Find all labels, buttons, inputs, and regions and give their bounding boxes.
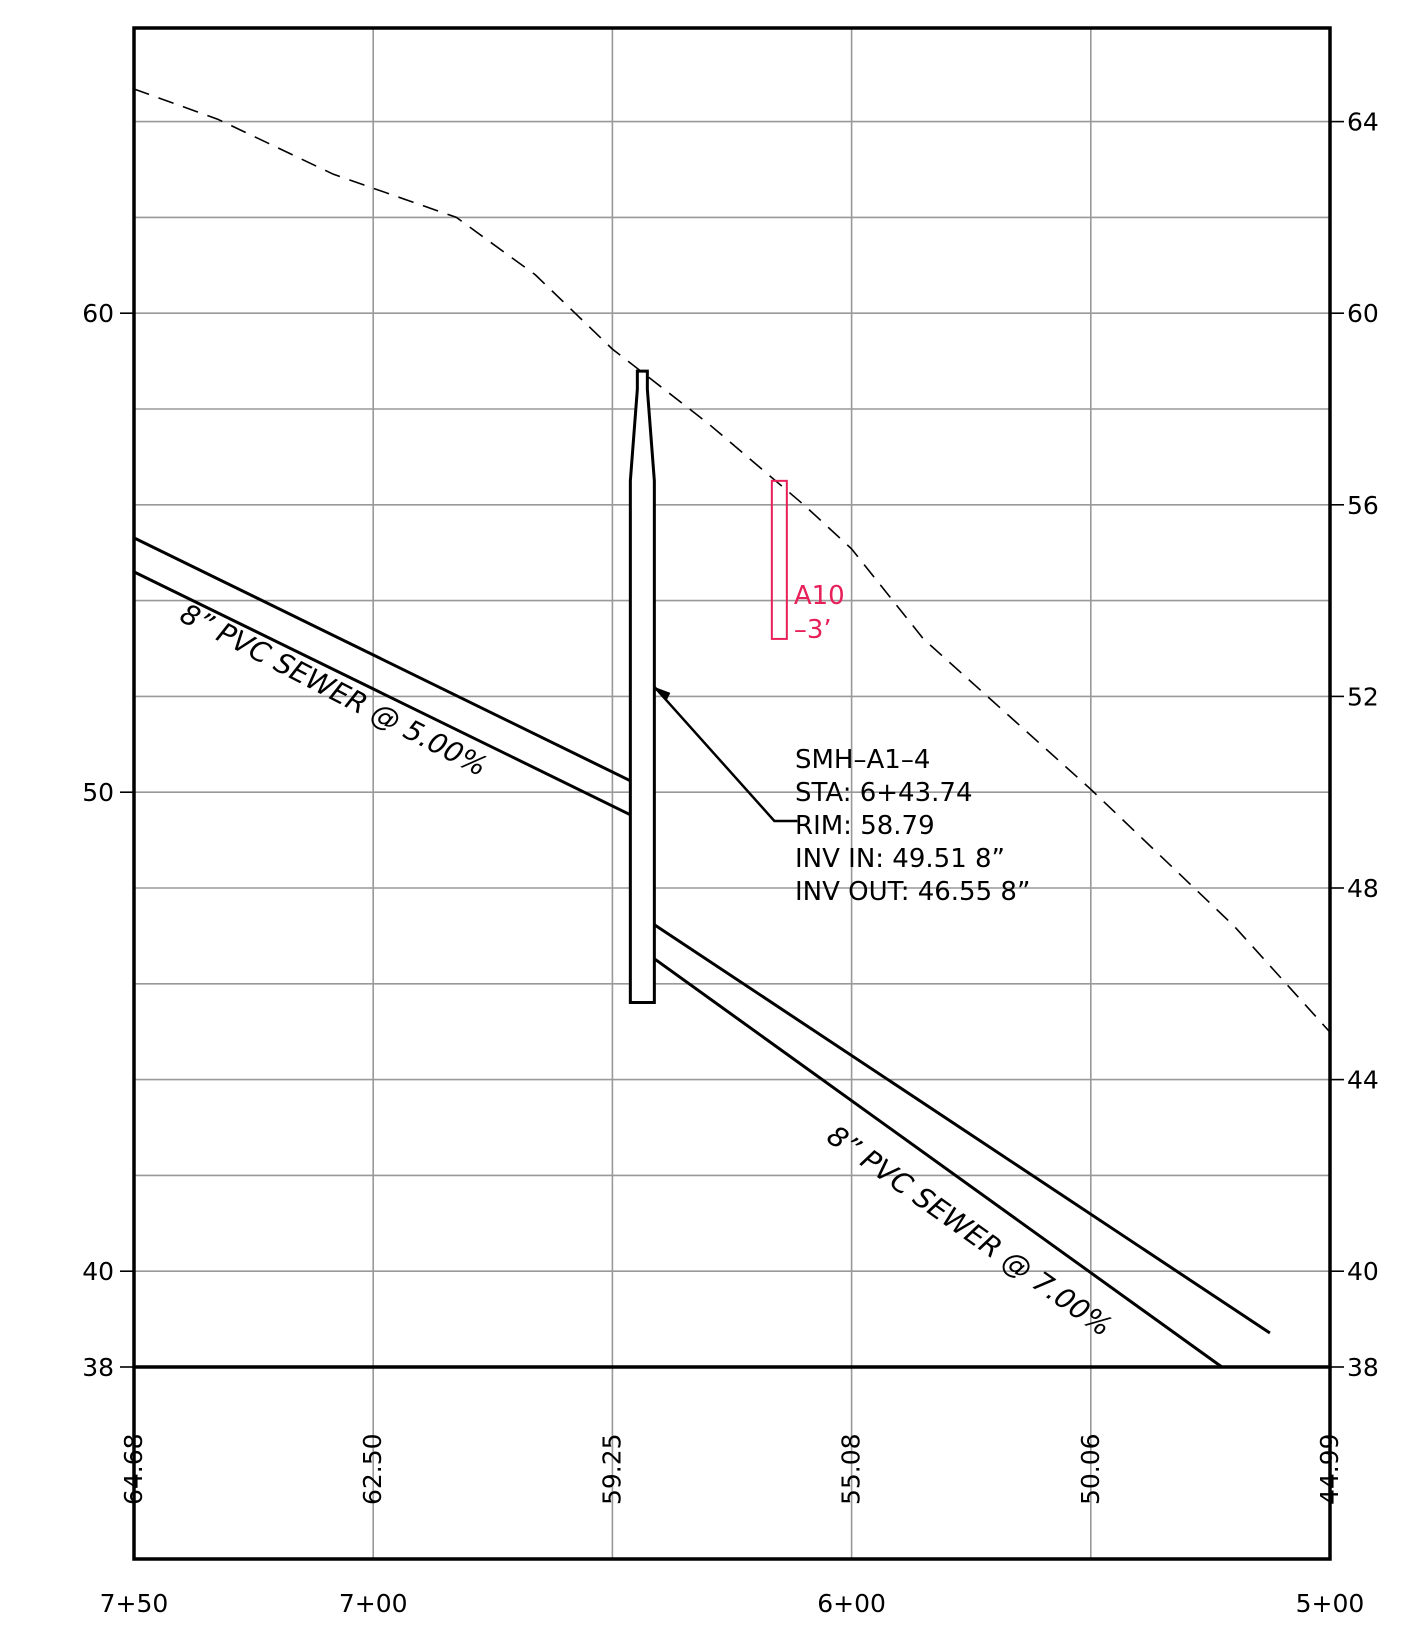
- callout-line: INV IN: 49.51 8”: [795, 844, 1005, 874]
- station-label: 7+00: [339, 1589, 408, 1618]
- right-elevation-label: 64: [1347, 108, 1379, 137]
- ground-elevation-label: 44.99: [1315, 1433, 1344, 1505]
- existing-ground-profile: [133, 88, 1331, 1033]
- station-label: 6+00: [817, 1589, 886, 1618]
- callout-line: STA: 6+43.74: [795, 778, 972, 808]
- left-elevation-label: 50: [82, 778, 114, 807]
- pipe-crown-line: [133, 536, 633, 784]
- pipe-invert-line: [133, 570, 633, 818]
- station-label: 5+00: [1296, 1589, 1365, 1618]
- pipe-crown-line: [651, 922, 1271, 1335]
- grid: [120, 28, 1344, 1559]
- markup-text-line1: A10: [794, 581, 845, 611]
- right-elevation-label: 60: [1347, 299, 1379, 328]
- axis-labels: 60 50 40 38 64 60 56 52 48 44 40 38 64.68 62.50 59.25 5…: [82, 108, 1379, 1618]
- right-elevation-label: 38: [1347, 1353, 1379, 1382]
- ground-elevation-label: 62.50: [358, 1433, 387, 1505]
- callout-line: SMH–A1–4: [795, 745, 930, 775]
- sewer-pipes: 8” PVC SEWER @ 5.00%8” PVC SEWER @ 7.00%: [133, 536, 1271, 1369]
- ground-elevation-label: 50.06: [1076, 1433, 1105, 1505]
- right-elevation-label: 48: [1347, 874, 1379, 903]
- right-elevation-label: 52: [1347, 682, 1379, 711]
- callout-line: RIM: 58.79: [795, 811, 935, 841]
- callout-line: INV OUT: 46.55 8”: [795, 877, 1030, 907]
- left-elevation-label: 38: [82, 1353, 114, 1382]
- ground-elevation-label: 64.68: [119, 1433, 148, 1505]
- manhole: [628, 369, 798, 1004]
- pipe-label-downstream: 8” PVC SEWER @ 7.00%: [821, 1119, 1118, 1343]
- left-elevation-label: 40: [82, 1257, 114, 1286]
- ground-line: [133, 88, 1331, 1033]
- drawing-border: [132, 26, 1332, 1561]
- station-label: 7+50: [100, 1589, 169, 1618]
- left-elevation-label: 60: [82, 299, 114, 328]
- ground-elevation-label: 59.25: [597, 1433, 626, 1505]
- markup-text-line2: –3’: [794, 615, 832, 645]
- right-elevation-label: 40: [1347, 1257, 1379, 1286]
- pipe-invert-line: [651, 956, 1223, 1369]
- ground-elevation-label: 55.08: [837, 1433, 866, 1505]
- right-elevation-label: 44: [1347, 1066, 1379, 1095]
- red-markup: A10–3’: [770, 479, 845, 645]
- manhole-structure: [628, 369, 656, 1004]
- leader-arrowhead: [654, 686, 671, 701]
- callout-leader: [653, 685, 798, 823]
- frame: [132, 26, 1332, 1561]
- markup-rectangle: [770, 479, 788, 640]
- right-elevation-label: 56: [1347, 491, 1379, 520]
